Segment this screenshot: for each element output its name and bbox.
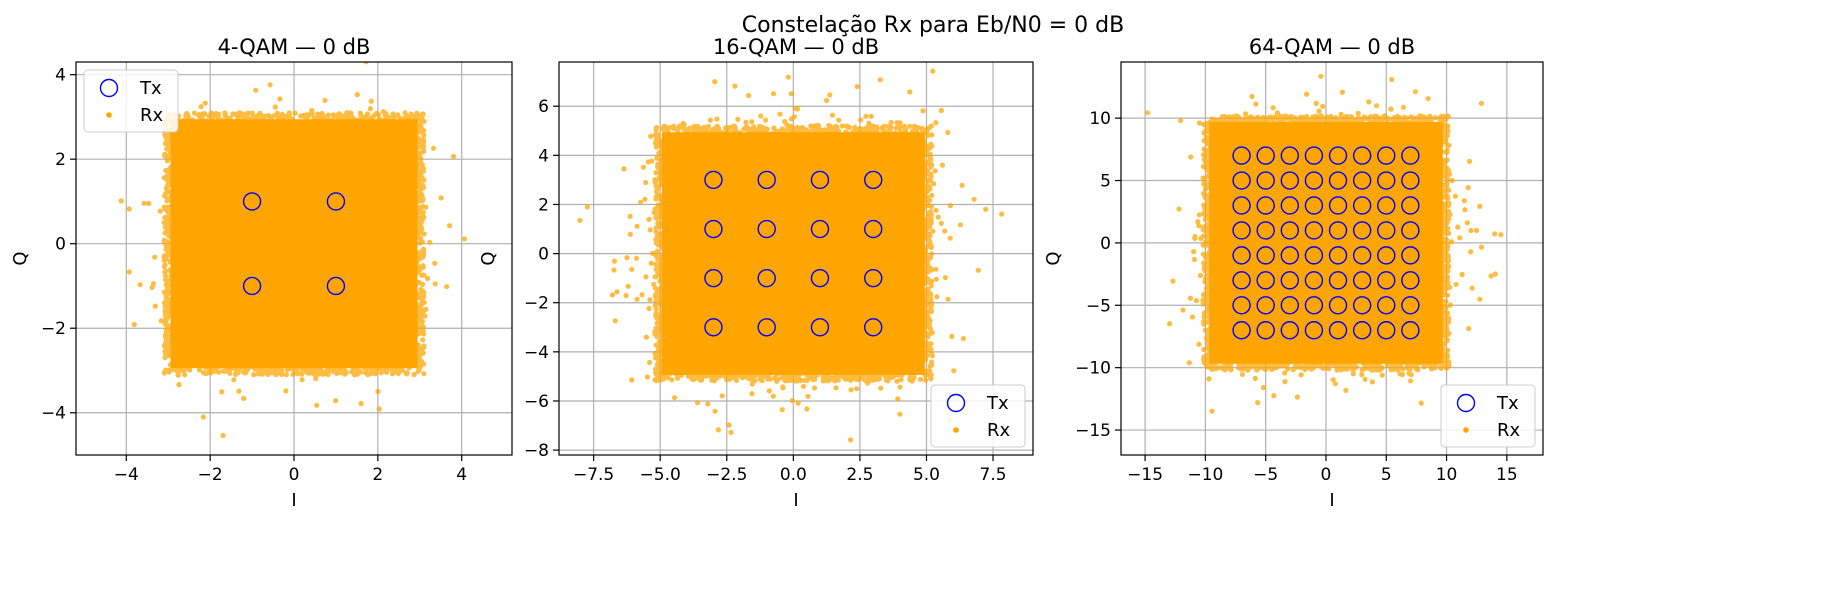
subplot-title: 4-QAM — 0 dB (218, 35, 371, 59)
y-tick-label: −6 (524, 392, 549, 412)
legend-rx-marker (106, 112, 112, 118)
x-tick-label: −2 (198, 465, 223, 485)
y-tick-label: 10 (1089, 109, 1111, 129)
y-tick-label: 5 (1100, 172, 1111, 192)
subplot-2: 16-QAM — 0 dB −7.5 −5.0 −2.5 0.0 2.5 5.0 7.5 −8 −… (478, 35, 1033, 511)
rx-points (1145, 74, 1504, 414)
y-tick-label: −10 (1075, 359, 1111, 379)
legend-box (931, 385, 1025, 447)
y-tick-label: −2 (524, 294, 549, 314)
y-tick-label: 6 (538, 97, 549, 117)
y-axis-label: Q (1043, 251, 1064, 265)
legend: Tx Rx (931, 385, 1025, 447)
y-tick-label: −4 (41, 404, 66, 424)
x-tick-label: −7.5 (573, 465, 614, 485)
y-tick-label: −15 (1075, 421, 1111, 441)
subplot-title: 16-QAM — 0 dB (713, 35, 879, 59)
legend: Tx Rx (1441, 385, 1535, 447)
x-tick-label: −4 (114, 465, 139, 485)
y-tick-label: 0 (55, 235, 66, 255)
legend-rx-marker (953, 427, 959, 433)
legend: Tx Rx (84, 70, 178, 132)
y-tick-label: 0 (1100, 234, 1111, 254)
x-tick-label: 0 (1321, 465, 1332, 485)
y-tick-label: −5 (1086, 296, 1111, 316)
legend-tx-label: Tx (986, 393, 1009, 414)
rx-dense-region (171, 119, 418, 368)
x-tick-label: 5.0 (913, 465, 940, 485)
x-tick-label: −2.5 (706, 465, 747, 485)
y-tick-label: −2 (41, 319, 66, 339)
legend-rx-label: Rx (1497, 420, 1521, 441)
y-tick-label: 2 (55, 150, 66, 170)
legend-box (84, 70, 178, 132)
y-tick-label: 0 (538, 245, 549, 265)
x-tick-label: −10 (1187, 465, 1223, 485)
y-tick-label: 2 (538, 195, 549, 215)
x-axis-label: I (793, 490, 798, 511)
x-tick-label: 10 (1436, 465, 1458, 485)
x-tick-label: 0 (289, 465, 300, 485)
x-tick-label: −15 (1127, 465, 1163, 485)
x-tick-label: 15 (1496, 465, 1518, 485)
x-axis-label: I (1329, 490, 1334, 511)
y-axis-label: Q (10, 251, 31, 265)
subplot-1: 4-QAM — 0 dB −4 −2 0 2 4 −4 −2 0 2 4 I Q Tx Rx (10, 35, 512, 511)
y-tick-label: −8 (524, 441, 549, 461)
legend-rx-label: Rx (140, 105, 164, 126)
x-tick-label: 5 (1381, 465, 1392, 485)
x-tick-label: 0.0 (780, 465, 807, 485)
subplot-title: 64-QAM — 0 dB (1249, 35, 1415, 59)
legend-rx-marker (1463, 427, 1469, 433)
x-tick-label: 2.5 (846, 465, 873, 485)
legend-tx-label: Tx (139, 78, 162, 99)
x-tick-label: 7.5 (980, 465, 1007, 485)
x-tick-label: −5 (1253, 465, 1278, 485)
legend-rx-label: Rx (987, 420, 1011, 441)
y-axis-label: Q (478, 251, 499, 265)
rx-points (577, 45, 1004, 443)
rx-dense-region (662, 132, 925, 375)
x-axis-label: I (291, 490, 296, 511)
rx-dense-region (1209, 122, 1443, 364)
legend-box (1441, 385, 1535, 447)
x-tick-label: −5.0 (640, 465, 681, 485)
x-tick-label: 4 (456, 465, 467, 485)
legend-tx-label: Tx (1496, 393, 1519, 414)
y-tick-label: −4 (524, 343, 549, 363)
y-tick-label: 4 (538, 146, 549, 166)
y-tick-label: 4 (55, 66, 66, 86)
x-tick-label: 2 (372, 465, 383, 485)
subplot-3: 64-QAM — 0 dB −15 −10 −5 0 5 10 15 −15 −10 −5 0 5 10 I… (1043, 35, 1543, 511)
